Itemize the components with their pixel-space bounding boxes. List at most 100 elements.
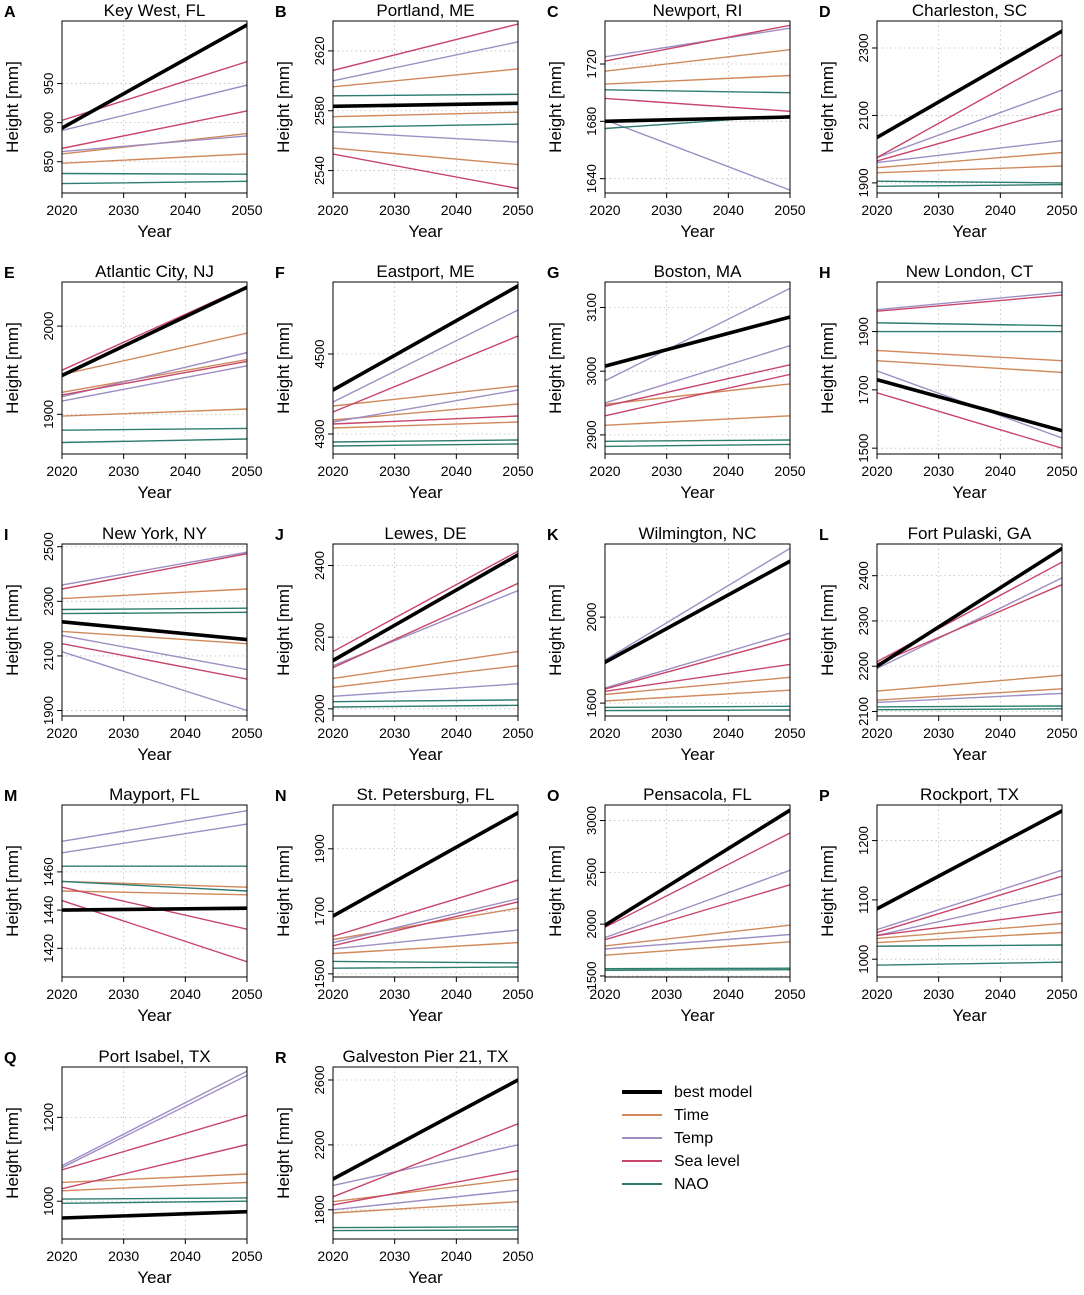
legend-label-time: Time	[674, 1107, 709, 1124]
y-tick-label: 1500	[312, 959, 327, 988]
y-axis-label: Height [mm]	[818, 845, 837, 937]
series-line-best-model	[877, 809, 1062, 911]
series-group	[877, 546, 1062, 711]
x-tick-label: 2030	[108, 725, 139, 741]
series-line-sea-level	[877, 54, 1062, 159]
series-line-best-model	[605, 315, 790, 368]
series-group	[333, 284, 518, 447]
x-tick-label: 2050	[502, 202, 533, 218]
series-line-best-model	[877, 377, 1062, 433]
series-line-temp	[62, 634, 247, 671]
y-tick-label: 1600	[584, 689, 599, 718]
panel-n: 2020 2030 2040 2050 1500 1700 1900 Year Height […	[274, 785, 534, 1025]
x-tick-label: 2040	[441, 202, 472, 218]
series-group	[877, 29, 1062, 188]
series-line-sea-level	[877, 107, 1062, 162]
y-axis-label: Height [mm]	[274, 61, 293, 153]
panel-f: 2020 2030 2040 2050 4300 4500 Year Height [mm] E…	[274, 262, 534, 502]
series-line-best-model	[62, 23, 247, 130]
x-tick-label: 2020	[861, 986, 892, 1002]
panel-letter: M	[4, 788, 17, 805]
series-line-nao	[333, 699, 518, 703]
series-line-temp	[605, 287, 790, 382]
series-group	[62, 1070, 247, 1220]
series-line-time	[333, 1178, 518, 1203]
panel-d: 2020 2030 2040 2050 1900 2100 2300 Year Height […	[818, 1, 1078, 241]
plot-frame	[61, 543, 248, 717]
series-line-nao	[62, 427, 247, 431]
series-line-sea-level	[62, 360, 247, 396]
series-line-time	[333, 111, 518, 118]
x-tick-label: 2040	[170, 463, 201, 479]
panel-title: Newport, RI	[653, 1, 743, 20]
plot-frame	[61, 20, 248, 194]
series-line-sea-level	[333, 23, 518, 72]
x-tick-label: 2050	[1046, 202, 1077, 218]
series-line-sea-level	[333, 550, 518, 653]
y-tick-label: 1500	[584, 962, 599, 991]
series-line-time	[333, 147, 518, 166]
series-group	[62, 551, 247, 712]
series-line-sea-level	[605, 832, 790, 928]
panel-e: 2020 2030 2040 2050 1900 2000 Year Height [mm] A…	[3, 262, 263, 502]
plot-frame	[876, 20, 1063, 194]
series-line-nao	[62, 180, 247, 185]
x-tick-label: 2030	[108, 202, 139, 218]
panel-c: 2020 2030 2040 2050 1640 1680 1720 Year Height […	[546, 1, 806, 241]
y-tick-label: 1900	[41, 400, 56, 429]
y-tick-label: 4300	[312, 420, 327, 449]
y-tick-label: 3000	[584, 806, 599, 835]
y-tick-label: 2100	[856, 101, 871, 130]
series-group	[333, 23, 518, 190]
y-tick-label: 1700	[856, 375, 871, 404]
panel-letter: P	[819, 788, 830, 805]
series-line-sea-level	[605, 97, 790, 113]
plot-frame	[61, 281, 248, 455]
series-line-time	[605, 415, 790, 426]
series-line-temp	[62, 551, 247, 586]
y-tick-label: 2500	[41, 532, 56, 561]
y-tick-label: 2400	[856, 561, 871, 590]
series-line-nao	[605, 967, 790, 970]
series-line-time	[333, 421, 518, 429]
series-line-sea-level	[333, 582, 518, 669]
series-line-sea-level	[605, 373, 790, 417]
x-tick-label: 2040	[441, 986, 472, 1002]
series-line-temp	[605, 119, 790, 191]
y-tick-label: 2000	[584, 603, 599, 632]
series-line-time	[877, 922, 1062, 940]
x-tick-label: 2050	[1046, 725, 1077, 741]
panel-g: 2020 2030 2040 2050 2900 3000 3100 Year Height […	[546, 262, 806, 502]
y-tick-label: 1100	[856, 886, 871, 914]
plot-frame	[876, 281, 1063, 455]
x-tick-label: 2020	[861, 202, 892, 218]
series-line-best-model	[62, 1209, 247, 1220]
series-line-best-model	[333, 284, 518, 392]
series-group	[605, 287, 790, 448]
series-line-sea-level	[62, 1114, 247, 1171]
y-tick-label: 1460	[41, 857, 56, 886]
x-tick-label: 2040	[170, 1248, 201, 1264]
series-line-sea-level	[333, 1123, 518, 1198]
panel-title: Lewes, DE	[384, 524, 466, 543]
y-axis-label: Height [mm]	[546, 845, 565, 937]
x-tick-label: 2040	[441, 463, 472, 479]
x-tick-label: 2050	[774, 986, 805, 1002]
y-tick-label: 2500	[584, 858, 599, 887]
series-line-nao	[877, 708, 1062, 711]
series-line-temp	[62, 651, 247, 712]
series-line-time	[62, 890, 247, 896]
y-tick-label: 1420	[41, 934, 56, 963]
y-tick-label: 850	[41, 151, 56, 173]
x-axis-label: Year	[137, 1268, 172, 1287]
x-tick-label: 2030	[923, 986, 954, 1002]
x-tick-label: 2020	[46, 725, 77, 741]
series-line-sea-level	[605, 24, 790, 62]
legend-label-sea-level: Sea level	[674, 1153, 740, 1170]
y-axis-label: Height [mm]	[274, 584, 293, 676]
x-tick-label: 2020	[589, 986, 620, 1002]
x-tick-label: 2030	[651, 202, 682, 218]
y-tick-label: 3000	[584, 357, 599, 386]
plot-frame	[332, 804, 519, 978]
